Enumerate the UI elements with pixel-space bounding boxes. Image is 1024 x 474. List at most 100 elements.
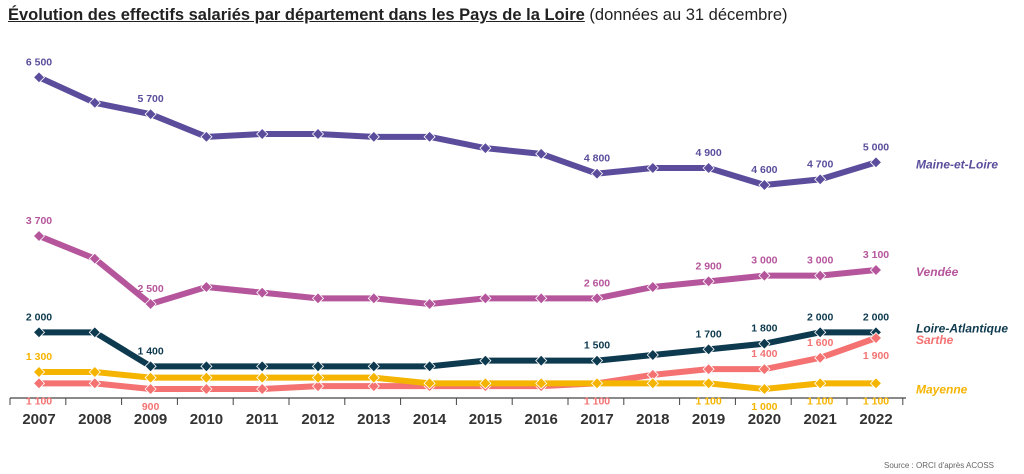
x-tick-label: 2016 (525, 411, 558, 428)
data-point (256, 286, 269, 299)
x-axis: 2007 2008 2009 2010 2011 2012 2013 2014 2015 2016… (9, 397, 906, 428)
data-point (702, 275, 715, 288)
data-label: 1 100 (807, 395, 833, 407)
data-label: 2 900 (695, 260, 721, 272)
x-tick-label: 2013 (357, 411, 390, 428)
data-point (869, 331, 883, 345)
data-label: 1 600 (807, 337, 833, 349)
x-tick-label: 2007 (22, 411, 55, 428)
series-line (36, 74, 879, 188)
series-mayenne (32, 365, 883, 396)
data-label: 2 000 (863, 311, 889, 323)
data-point (590, 354, 604, 367)
series-name-label: Loire-Atlantique (916, 321, 1008, 335)
data-label: 2 600 (584, 277, 610, 289)
data-label: 5 000 (863, 141, 889, 153)
data-point (144, 108, 157, 121)
series-line (36, 369, 879, 392)
data-point (646, 348, 659, 362)
data-point (869, 156, 883, 169)
data-label: 4 700 (807, 158, 833, 170)
data-point (144, 371, 157, 384)
data-point (32, 377, 46, 390)
data-point (32, 229, 46, 243)
source-note: Source : ORCI d'après ACOSS (883, 461, 994, 470)
data-label: 1 500 (584, 340, 610, 352)
data-point (479, 142, 492, 155)
data-point (367, 371, 380, 384)
series-maine-et-loire (32, 71, 883, 192)
data-label: 3 700 (26, 215, 52, 227)
x-tick-label: 2008 (78, 411, 111, 428)
x-tick-label: 2015 (469, 411, 502, 428)
data-point (702, 377, 715, 390)
data-label: 1 700 (695, 328, 721, 340)
x-tick-label: 2014 (413, 411, 447, 428)
data-point (367, 292, 380, 305)
data-point (200, 382, 213, 396)
data-label: 1 400 (751, 348, 777, 360)
x-tick-label: 2018 (636, 411, 669, 428)
data-label: 3 000 (751, 255, 777, 267)
chart-title: Évolution des effectifs salariés par dép… (8, 6, 788, 25)
data-point (758, 178, 771, 192)
data-point (200, 360, 213, 373)
x-tick-label: 2011 (246, 411, 279, 428)
data-point (256, 371, 269, 384)
data-point (535, 147, 548, 160)
data-point (423, 297, 436, 311)
data-point (88, 96, 101, 109)
series-line (36, 233, 879, 307)
data-label: 1 900 (863, 350, 889, 362)
data-point (814, 377, 827, 390)
data-point (702, 343, 715, 356)
data-point (256, 360, 269, 373)
data-point (702, 161, 715, 175)
data-point (200, 371, 213, 384)
data-point (758, 382, 771, 396)
data-label: 3 000 (807, 255, 833, 267)
data-label: 2 000 (807, 311, 833, 323)
data-point (814, 173, 827, 186)
series-name-label: Sarthe (916, 333, 954, 347)
x-tick-label: 2021 (804, 411, 837, 428)
data-point (144, 382, 157, 396)
data-labels: 6 500 5 700 4 800 4 900 4 600 4 700 5 000 Maine… (26, 56, 1008, 413)
x-tick-label: 2019 (692, 411, 725, 428)
x-tick-label: 2022 (859, 411, 892, 428)
series-group (32, 71, 883, 396)
data-label: 6 500 (26, 56, 52, 68)
data-point (814, 351, 827, 364)
data-point (758, 269, 771, 282)
data-point (367, 130, 380, 143)
data-point (758, 363, 771, 376)
data-point (869, 377, 883, 390)
data-label: 5 700 (137, 93, 163, 105)
data-point (479, 354, 492, 367)
data-point (88, 377, 101, 390)
data-label: 1 800 (751, 323, 777, 335)
data-point (423, 360, 436, 373)
data-point (423, 377, 436, 390)
data-point (256, 382, 269, 396)
data-point (646, 377, 659, 390)
data-label: 1 100 (863, 395, 889, 407)
chart-title-suffix: (données au 31 décembre) (584, 6, 788, 24)
data-label: 2 500 (137, 283, 163, 295)
data-point (479, 292, 492, 305)
data-point (535, 377, 548, 390)
x-tick-label: 2009 (134, 411, 167, 428)
data-point (88, 326, 101, 339)
x-tick-label: 2017 (580, 411, 613, 428)
data-label: 3 100 (863, 249, 889, 261)
data-point (367, 380, 380, 393)
data-label: 1 100 (26, 395, 52, 407)
data-point (200, 130, 213, 143)
data-point (479, 377, 492, 390)
data-point (200, 280, 213, 294)
data-point (144, 297, 157, 311)
data-point (758, 337, 771, 350)
series-name-label: Maine-et-Loire (916, 157, 998, 171)
